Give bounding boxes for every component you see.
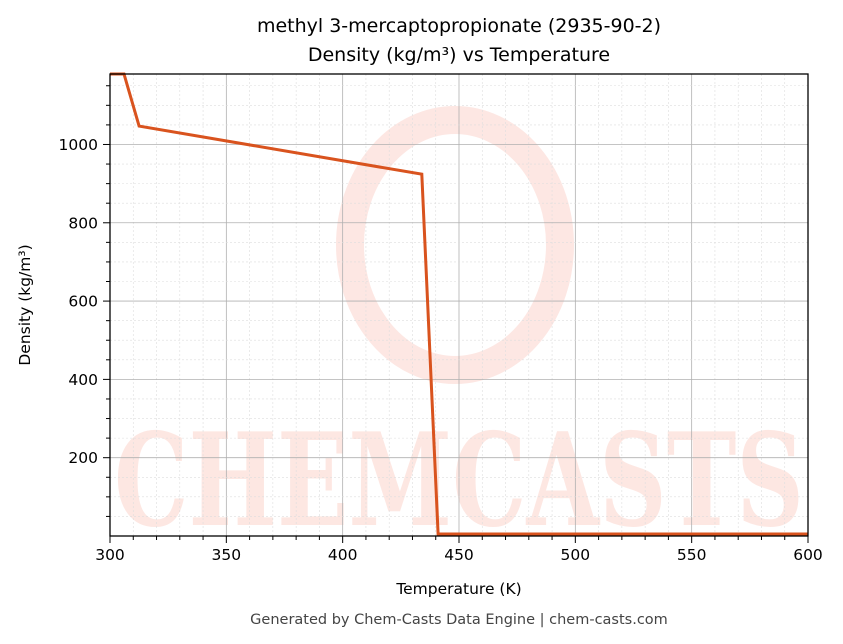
chart-title-line1: methyl 3-mercaptopropionate (2935-90-2) bbox=[257, 15, 661, 37]
axis-ticks: 300 350 400 450 500 550 600 200 400 600 800 1000 bbox=[59, 85, 823, 564]
y-tick-label: 1000 bbox=[59, 136, 98, 154]
x-tick-label: 550 bbox=[677, 546, 707, 564]
footer-credit: Generated by Chem-Casts Data Engine | ch… bbox=[250, 612, 668, 628]
chart-title-line2: Density (kg/m³) vs Temperature bbox=[308, 44, 610, 66]
x-tick-label: 350 bbox=[212, 546, 242, 564]
y-tick-label: 600 bbox=[68, 293, 98, 311]
x-tick-label: 500 bbox=[561, 546, 591, 564]
x-tick-label: 600 bbox=[793, 546, 823, 564]
y-axis-label: Density (kg/m³) bbox=[16, 244, 34, 365]
x-tick-label: 300 bbox=[95, 546, 125, 564]
x-tick-label: 450 bbox=[444, 546, 474, 564]
y-tick-label: 800 bbox=[68, 214, 98, 232]
y-tick-label: 400 bbox=[68, 371, 98, 389]
x-axis-label: Temperature (K) bbox=[395, 580, 521, 598]
x-tick-label: 400 bbox=[328, 546, 358, 564]
y-tick-label: 200 bbox=[68, 449, 98, 467]
